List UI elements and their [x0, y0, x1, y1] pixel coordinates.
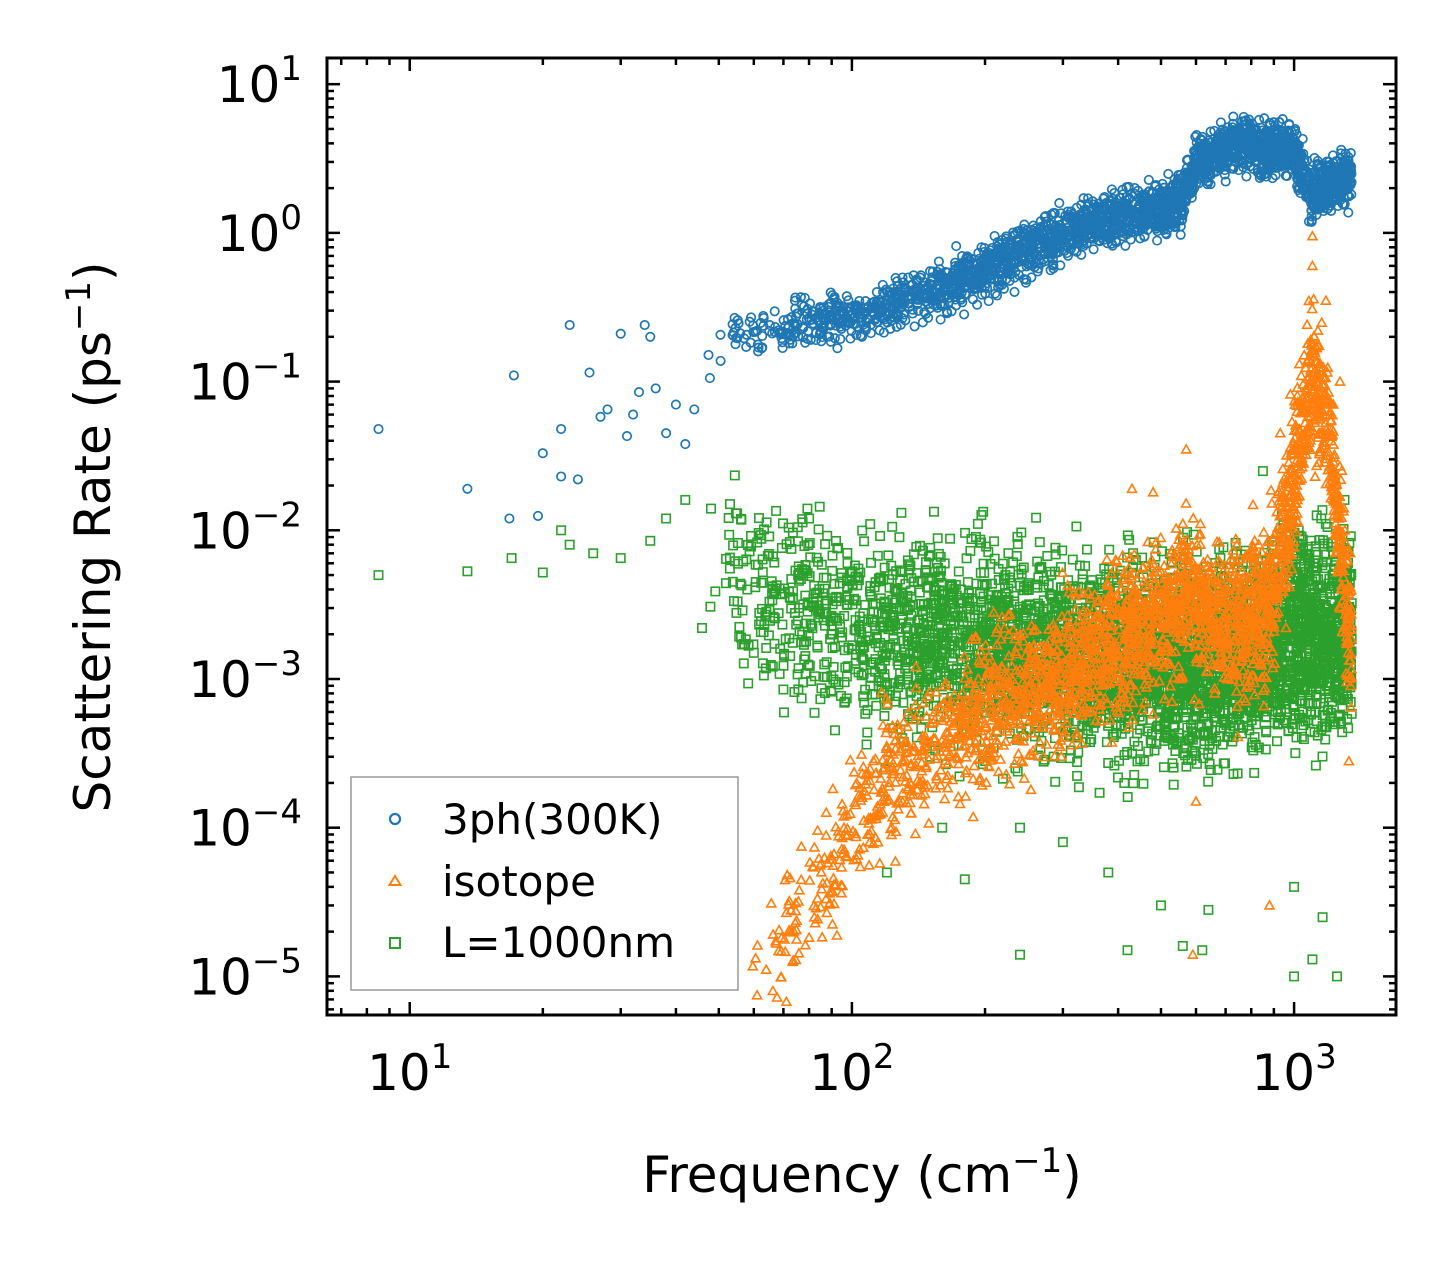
data-point: [1346, 708, 1357, 719]
data-point: [989, 536, 1000, 547]
data-point: [926, 679, 937, 690]
data-point: [1132, 756, 1143, 767]
data-point: [771, 505, 782, 516]
data-point: [856, 651, 867, 662]
data-point: [763, 630, 774, 641]
data-point: [1082, 544, 1093, 555]
data-point: [734, 621, 745, 632]
data-point: [753, 513, 764, 524]
data-point: [1170, 745, 1181, 756]
data-point: [960, 527, 971, 538]
data-point: [1320, 563, 1331, 574]
data-point: [1249, 767, 1260, 778]
data-point: [879, 562, 890, 573]
data-point: [738, 658, 749, 669]
data-point: [842, 547, 853, 558]
data-point: [827, 550, 838, 561]
data-point: [1034, 537, 1045, 548]
data-point: [897, 567, 908, 578]
data-point: [814, 501, 825, 512]
data-point: [804, 538, 815, 549]
data-point: [1011, 550, 1022, 561]
data-point: [856, 670, 867, 681]
data-point: [833, 679, 844, 690]
data-point: [1310, 760, 1321, 771]
data-point: [826, 685, 837, 696]
data-point: [894, 532, 905, 543]
data-point: [1291, 732, 1302, 743]
data-point: [724, 529, 735, 540]
data-point: [1050, 776, 1061, 787]
data-point: [834, 592, 845, 603]
data-point: [827, 565, 838, 576]
data-point: [710, 586, 721, 597]
data-point: [809, 580, 820, 591]
data-point: [1296, 731, 1307, 742]
data-point: [735, 578, 746, 589]
data-point: [705, 601, 716, 612]
data-point: [861, 739, 872, 750]
data-point: [1018, 562, 1029, 573]
data-point: [696, 622, 707, 633]
data-point: [1298, 734, 1309, 745]
data-point: [1071, 521, 1082, 532]
data-point: [1205, 765, 1216, 776]
data-point: [819, 659, 830, 670]
data-point: [802, 503, 813, 514]
data-point: [1232, 768, 1243, 779]
data-point: [743, 678, 754, 689]
data-point: [1013, 569, 1024, 580]
data-point: [720, 578, 731, 589]
marks-layer: [373, 111, 1358, 1007]
data-point: [1122, 530, 1133, 541]
data-point: [905, 601, 916, 612]
data-point: [1138, 778, 1149, 789]
data-point: [978, 506, 989, 517]
data-point: [1073, 782, 1084, 793]
data-point: [1031, 512, 1042, 523]
data-point: [1317, 751, 1328, 762]
data-point: [1103, 757, 1114, 768]
data-point: [767, 661, 778, 672]
data-point: [905, 687, 916, 698]
